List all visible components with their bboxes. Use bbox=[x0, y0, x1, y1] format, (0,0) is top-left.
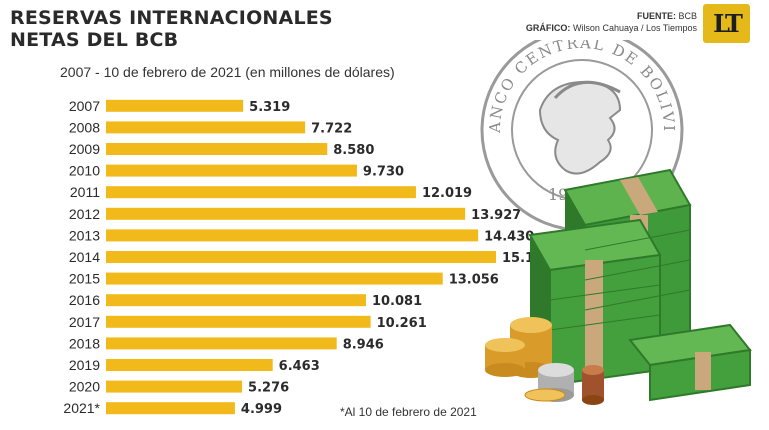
category-label: 2012 bbox=[69, 206, 100, 222]
category-label: 2008 bbox=[69, 119, 100, 135]
value-label: 10.081 bbox=[372, 294, 422, 309]
money-stacks-icon bbox=[528, 168, 752, 402]
value-label: 13.056 bbox=[449, 273, 499, 288]
bar bbox=[106, 251, 496, 263]
bar bbox=[106, 315, 371, 328]
value-label: 5.276 bbox=[248, 381, 289, 396]
category-label: 2020 bbox=[69, 379, 100, 395]
footnote: *Al 10 de febrero de 2021 bbox=[340, 405, 477, 419]
bar bbox=[106, 359, 273, 371]
category-label: 2010 bbox=[69, 163, 100, 179]
chart-subtitle: 2007 - 10 de febrero de 2021 (en millone… bbox=[60, 64, 395, 80]
value-label: 9.730 bbox=[363, 165, 404, 180]
source-label: FUENTE: bbox=[636, 11, 676, 21]
bar bbox=[106, 402, 235, 415]
value-label: 10.261 bbox=[377, 316, 427, 331]
coins-icon bbox=[485, 317, 604, 405]
chart-title: RESERVAS INTERNACIONALES NETAS DEL BCB bbox=[10, 7, 333, 51]
value-label: 6.463 bbox=[279, 359, 320, 374]
graphic-value: Wilson Cahuaya / Los Tiempos bbox=[572, 23, 697, 33]
title-line-1: RESERVAS INTERNACIONALES bbox=[10, 7, 333, 29]
value-label: 7.722 bbox=[311, 121, 352, 136]
title-line-2: NETAS DEL BCB bbox=[10, 29, 179, 51]
category-label: 2015 bbox=[69, 271, 100, 287]
bar bbox=[106, 380, 243, 393]
bar bbox=[106, 143, 328, 155]
bar bbox=[106, 337, 337, 350]
los-tiempos-logo: LT bbox=[703, 4, 750, 43]
illustration: BANCO CENTRAL DE BOLIVIA 19 bbox=[470, 40, 752, 405]
category-label: 2021* bbox=[63, 400, 100, 416]
bar bbox=[106, 164, 357, 177]
bar bbox=[106, 121, 306, 134]
category-label: 2013 bbox=[69, 227, 100, 243]
bar bbox=[106, 272, 443, 285]
graphic-label: GRÁFICO: bbox=[525, 23, 571, 33]
value-label: 8.946 bbox=[343, 337, 384, 352]
bar bbox=[106, 186, 416, 199]
source-value: BCB bbox=[678, 11, 697, 21]
category-label: 2017 bbox=[69, 314, 100, 330]
category-label: 2018 bbox=[69, 335, 100, 351]
category-label: 2014 bbox=[69, 249, 100, 265]
bar bbox=[106, 99, 244, 112]
category-label: 2009 bbox=[69, 141, 100, 157]
value-label: 4.999 bbox=[241, 402, 282, 417]
value-label: 13.927 bbox=[471, 208, 521, 223]
bar bbox=[106, 229, 479, 242]
category-label: 2011 bbox=[70, 184, 100, 200]
category-label: 2019 bbox=[69, 357, 100, 373]
category-label: 2016 bbox=[69, 292, 100, 308]
value-label: 14.430 bbox=[484, 229, 534, 244]
value-label: 8.580 bbox=[333, 143, 374, 158]
bar bbox=[106, 294, 366, 307]
value-label: 5.319 bbox=[249, 100, 290, 115]
seal-year: 19 bbox=[548, 185, 568, 204]
value-label: 12.019 bbox=[422, 186, 472, 201]
credits: FUENTE: BCB GRÁFICO: Wilson Cahuaya / Lo… bbox=[526, 10, 697, 34]
category-label: 2007 bbox=[69, 98, 100, 114]
bar bbox=[106, 207, 466, 220]
